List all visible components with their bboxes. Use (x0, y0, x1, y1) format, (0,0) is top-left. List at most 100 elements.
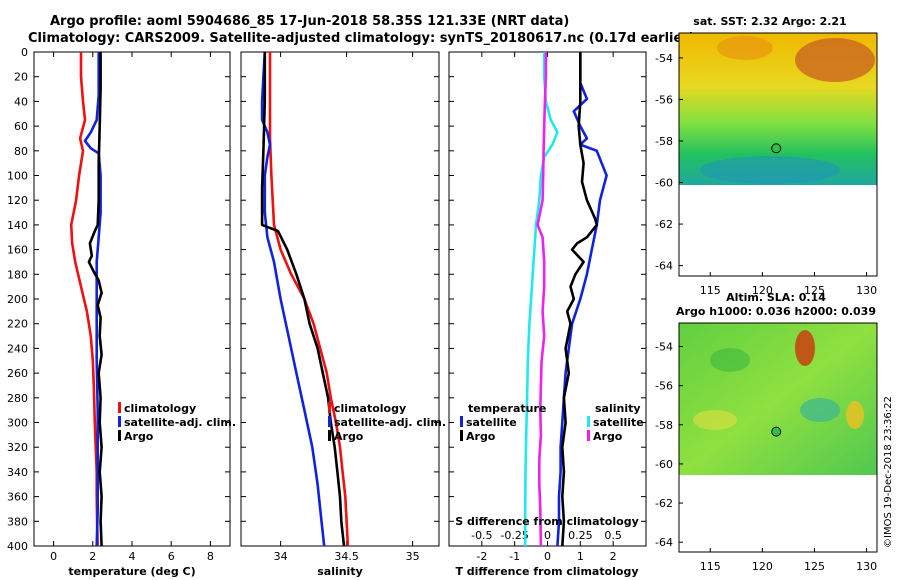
sla-map (678, 322, 878, 553)
lon-tick-label: 120 (752, 284, 773, 297)
figure-title-line2: Climatology: CARS2009. Satellite-adjuste… (28, 31, 695, 46)
x-tick-label: 4 (129, 550, 136, 563)
depth-tick-label: 100 (7, 170, 28, 183)
argo-location-marker (771, 143, 782, 154)
sla-low-patch (800, 398, 840, 422)
depth-tick-label: 20 (14, 71, 28, 84)
sla-high-patch (693, 410, 737, 430)
legend-s-satellite: satellite (593, 416, 644, 429)
sla-high-patch (795, 330, 815, 366)
sla-field (679, 323, 877, 475)
argo-location-marker (771, 426, 782, 437)
legend-s-argo: Argo (593, 430, 623, 443)
lat-tick-label: -58 (655, 419, 673, 432)
lon-tick-label: 120 (752, 560, 773, 573)
depth-tick-label: 0 (21, 46, 28, 59)
temperature-panel-frame (33, 51, 231, 547)
sla-map-title-line2: Argo h1000: 0.036 h2000: 0.039 (676, 305, 876, 318)
legend-swatch-climatology (118, 402, 121, 413)
x-tick-label: 1 (577, 550, 584, 563)
lon-tick-label: 130 (856, 560, 877, 573)
depth-tick-labels: 0 20 40 60 80 100 120 140 160 180 200 220 240 260 280 3… (7, 46, 28, 553)
lat-tick-label: -58 (655, 135, 673, 148)
lat-tick-label: -54 (655, 340, 673, 353)
legend-swatch-satellite-adj (118, 416, 121, 427)
temperature-xlabel: temperature (deg C) (68, 565, 195, 578)
lat-tick-label: -54 (655, 52, 673, 65)
depth-tick-label: 160 (7, 244, 28, 257)
lon-tick-label: 115 (700, 284, 721, 297)
depth-tick-label: 240 (7, 342, 28, 355)
depth-tick-label: 80 (14, 145, 28, 158)
legend-climatology: climatology (334, 402, 406, 415)
s-tick-label: 0.5 (604, 529, 622, 542)
legend-temperature-heading: temperature (468, 402, 546, 415)
legend-satellite-adj: satellite-adj. clim. (334, 416, 446, 429)
series-line-argo (260, 52, 346, 547)
depth-tick-label: 280 (7, 392, 28, 405)
legend-swatch-s-satellite (587, 416, 590, 427)
sla-high-patch (846, 401, 864, 429)
depth-tick-label: 400 (7, 540, 28, 553)
x-tick-label: 0 (544, 550, 551, 563)
s-tick-label: 0 (544, 529, 551, 542)
depth-tick-label: 260 (7, 367, 28, 380)
temperature-panel: 0 2 4 6 8 (34, 51, 230, 563)
depth-tick-label: 200 (7, 293, 28, 306)
lon-tick-label: 125 (804, 284, 825, 297)
s-tick-label: -0.5 (471, 529, 492, 542)
x-tick-label: 34.5 (334, 550, 359, 563)
figure-title-line1: Argo profile: aoml 5904686_85 17-Jun-201… (50, 14, 569, 29)
x-tick-label: 8 (207, 550, 214, 563)
x-tick-label: -1 (509, 550, 520, 563)
series-line-temperature-argo (560, 52, 599, 547)
x-tick-label: 6 (168, 550, 175, 563)
series-line-temperature-satellite (556, 52, 608, 547)
lon-tick-label: 115 (700, 560, 721, 573)
legend-swatch-argo (118, 430, 121, 441)
depth-tick-label: 40 (14, 95, 28, 108)
sst-map-title: sat. SST: 2.32 Argo: 2.21 (693, 15, 846, 28)
legend-swatch-satellite-adj (328, 416, 331, 427)
depth-tick-label: 320 (7, 441, 28, 454)
legend-climatology: climatology (124, 402, 196, 415)
legend-swatch-climatology (328, 402, 331, 413)
series-line-climatology (268, 52, 350, 547)
s-tick-label: -0.25 (500, 529, 528, 542)
sla-map-ticks: 115 120 125 130 -54 -56 -58 -60 -62 -64 (655, 340, 877, 573)
difference-xlabel: T difference from climatology (455, 565, 638, 578)
sst-warm-patch (717, 36, 773, 60)
x-tick-label: -2 (476, 550, 487, 563)
s-tick-label: 0.25 (568, 529, 593, 542)
depth-tick-label: 300 (7, 417, 28, 430)
legend-satellite-adj: satellite-adj. clim. (124, 416, 236, 429)
sst-map (678, 32, 878, 277)
depth-tick-label: 380 (7, 515, 28, 528)
depth-tick-label: 220 (7, 318, 28, 331)
legend-swatch-argo (328, 430, 331, 441)
temperature-legend: climatology satellite-adj. clim. Argo (118, 402, 236, 443)
legend-salinity-heading: salinity (595, 402, 641, 415)
legend-argo: Argo (124, 430, 154, 443)
difference-panel-frame (448, 51, 647, 547)
legend-argo: Argo (334, 430, 364, 443)
lat-tick-label: -62 (655, 218, 673, 231)
depth-tick-label: 180 (7, 268, 28, 281)
series-line-satellite-adj-clim- (260, 51, 326, 547)
x-tick-label: 0 (50, 550, 57, 563)
depth-tick-label: 60 (14, 120, 28, 133)
lon-tick-label: 125 (804, 560, 825, 573)
legend-swatch-t-satellite (460, 416, 463, 427)
x-tick-label: 2 (610, 550, 617, 563)
salinity-legend: climatology satellite-adj. clim. Argo (328, 402, 446, 443)
lat-tick-label: -62 (655, 497, 673, 510)
series-line-salinity-argo (536, 52, 548, 547)
lat-tick-label: -60 (655, 177, 673, 190)
sst-no-data-area (679, 185, 877, 276)
depth-tick-label: 340 (7, 466, 28, 479)
imos-credit: ©IMOS 19-Dec-2018 23:36:22 (883, 396, 894, 548)
sla-no-data-area (679, 475, 877, 552)
lat-tick-label: -56 (655, 380, 673, 393)
lon-tick-label: 130 (856, 284, 877, 297)
lat-tick-label: -56 (655, 93, 673, 106)
